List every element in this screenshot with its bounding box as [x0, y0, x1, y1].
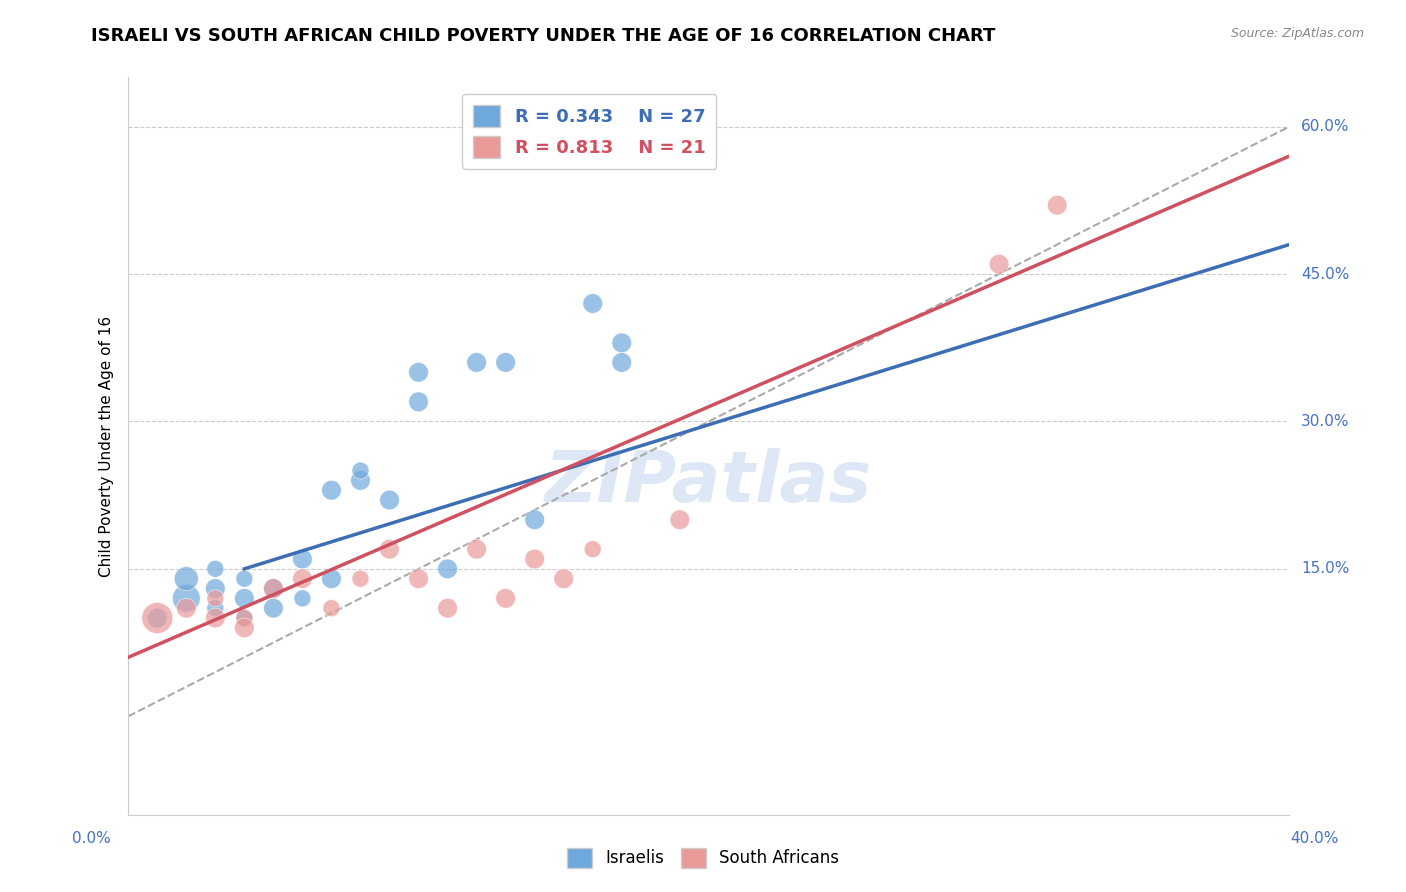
Point: [582, 542, 605, 557]
Text: ISRAELI VS SOUTH AFRICAN CHILD POVERTY UNDER THE AGE OF 16 CORRELATION CHART: ISRAELI VS SOUTH AFRICAN CHILD POVERTY U…: [91, 27, 995, 45]
Text: 60.0%: 60.0%: [1301, 119, 1350, 134]
Point: [378, 493, 401, 508]
Point: [176, 572, 198, 586]
Point: [176, 591, 198, 606]
Point: [349, 464, 371, 478]
Point: [408, 365, 430, 379]
Point: [291, 552, 314, 566]
Point: [204, 591, 226, 606]
Point: [146, 611, 169, 625]
Text: 45.0%: 45.0%: [1301, 267, 1350, 282]
Point: [495, 355, 517, 369]
Point: [233, 591, 256, 606]
Point: [582, 296, 605, 310]
Point: [553, 572, 575, 586]
Point: [204, 582, 226, 596]
Point: [233, 611, 256, 625]
Text: ZIPatlas: ZIPatlas: [546, 449, 873, 517]
Point: [436, 601, 458, 615]
Point: [408, 572, 430, 586]
Text: 0.0%: 0.0%: [72, 831, 111, 846]
Text: 30.0%: 30.0%: [1301, 414, 1350, 429]
Point: [669, 513, 692, 527]
Point: [146, 611, 169, 625]
Point: [349, 474, 371, 488]
Point: [291, 572, 314, 586]
Point: [204, 611, 226, 625]
Point: [436, 562, 458, 576]
Point: [465, 355, 488, 369]
Point: [176, 601, 198, 615]
Point: [349, 572, 371, 586]
Point: [523, 552, 546, 566]
Point: [408, 394, 430, 409]
Point: [378, 542, 401, 557]
Point: [465, 542, 488, 557]
Point: [988, 257, 1011, 271]
Point: [291, 591, 314, 606]
Legend: Israelis, South Africans: Israelis, South Africans: [560, 841, 846, 875]
Y-axis label: Child Poverty Under the Age of 16: Child Poverty Under the Age of 16: [100, 316, 114, 576]
Point: [495, 591, 517, 606]
Point: [204, 601, 226, 615]
Point: [233, 611, 256, 625]
Point: [233, 621, 256, 635]
Point: [262, 601, 284, 615]
Point: [321, 572, 343, 586]
Point: [610, 335, 633, 350]
Point: [204, 562, 226, 576]
Point: [262, 582, 284, 596]
Point: [321, 601, 343, 615]
Point: [1046, 198, 1069, 212]
Point: [523, 513, 546, 527]
Point: [321, 483, 343, 498]
Text: 15.0%: 15.0%: [1301, 561, 1350, 576]
Point: [233, 572, 256, 586]
Point: [262, 582, 284, 596]
Legend: R = 0.343    N = 27, R = 0.813    N = 21: R = 0.343 N = 27, R = 0.813 N = 21: [463, 94, 716, 169]
Text: Source: ZipAtlas.com: Source: ZipAtlas.com: [1230, 27, 1364, 40]
Text: 40.0%: 40.0%: [1291, 831, 1339, 846]
Point: [610, 355, 633, 369]
